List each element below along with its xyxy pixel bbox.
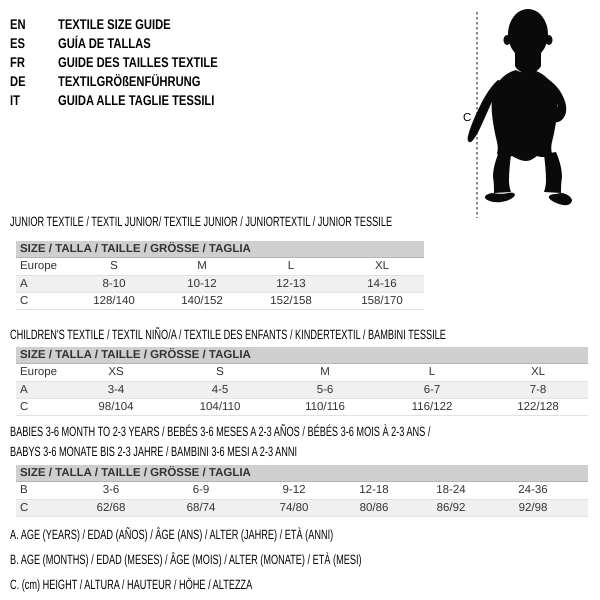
svg-text:C: C [463, 112, 471, 124]
